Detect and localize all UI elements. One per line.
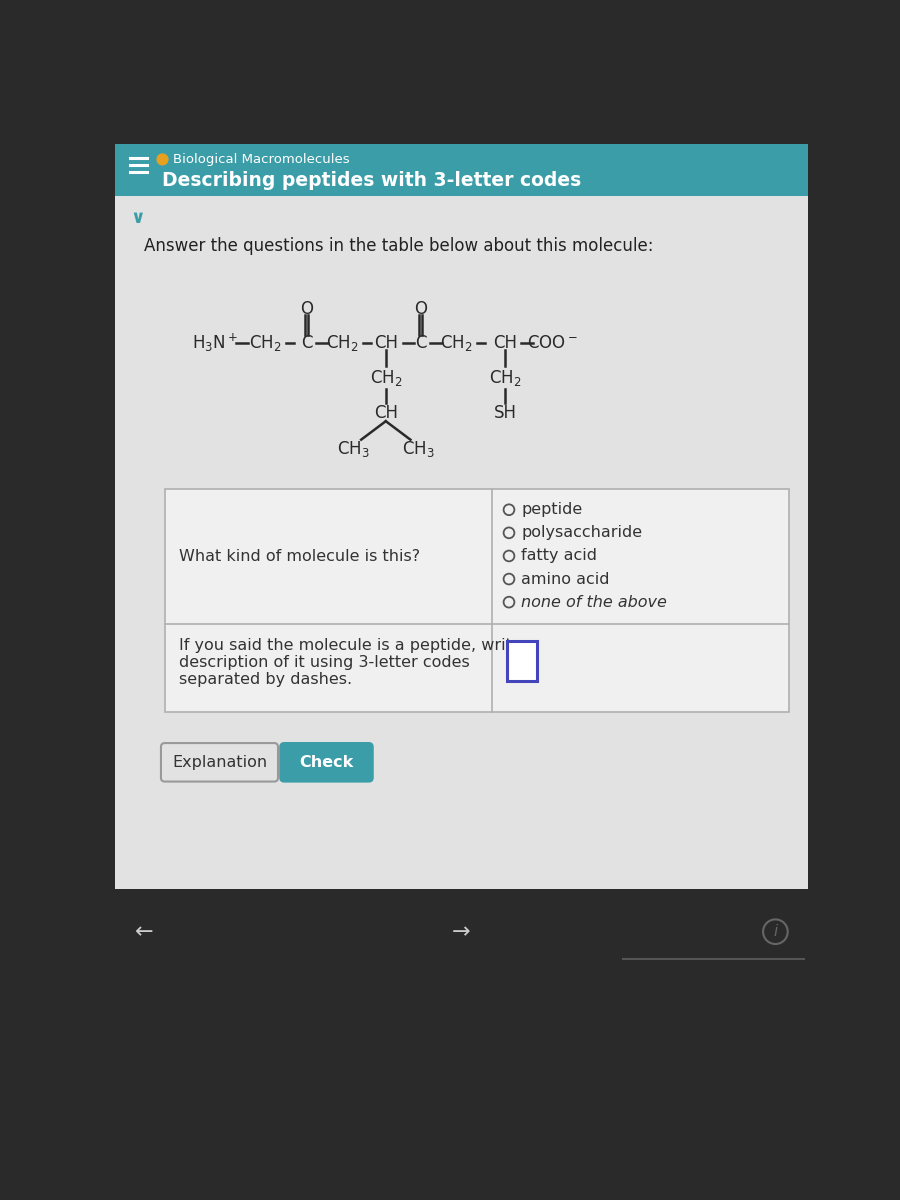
Text: →: → <box>452 922 471 942</box>
Text: If you said the molecule is a peptide, write a
description of it using 3-letter : If you said the molecule is a peptide, w… <box>179 637 536 688</box>
FancyBboxPatch shape <box>508 641 536 680</box>
Text: C: C <box>415 334 427 352</box>
Text: $\mathregular{CH_2}$: $\mathregular{CH_2}$ <box>440 332 472 353</box>
Text: $\mathregular{H_3N}^+$: $\mathregular{H_3N}^+$ <box>192 331 238 354</box>
Text: amino acid: amino acid <box>521 571 610 587</box>
FancyBboxPatch shape <box>161 743 278 781</box>
Text: $\mathregular{CH_2}$: $\mathregular{CH_2}$ <box>370 368 402 388</box>
Text: $\mathregular{CH_2}$: $\mathregular{CH_2}$ <box>489 368 521 388</box>
Text: polysaccharide: polysaccharide <box>521 526 643 540</box>
FancyBboxPatch shape <box>115 144 808 197</box>
Text: O: O <box>414 300 427 318</box>
Text: O: O <box>300 300 313 318</box>
Text: CH: CH <box>493 334 518 352</box>
Text: Describing peptides with 3-letter codes: Describing peptides with 3-letter codes <box>163 170 581 190</box>
Text: CH: CH <box>374 404 398 422</box>
Text: What kind of molecule is this?: What kind of molecule is this? <box>179 548 419 564</box>
Text: $\mathregular{CH_2}$: $\mathregular{CH_2}$ <box>249 332 282 353</box>
Text: Check: Check <box>300 755 354 770</box>
FancyBboxPatch shape <box>165 488 788 713</box>
Text: CH: CH <box>374 334 398 352</box>
Text: SH: SH <box>493 404 517 422</box>
FancyBboxPatch shape <box>280 743 373 781</box>
Text: $\mathregular{CH_2}$: $\mathregular{CH_2}$ <box>327 332 359 353</box>
FancyBboxPatch shape <box>115 197 808 889</box>
Text: $\mathregular{CH_3}$: $\mathregular{CH_3}$ <box>338 439 370 458</box>
Text: peptide: peptide <box>521 503 582 517</box>
Text: i: i <box>773 924 778 940</box>
Text: Answer the questions in the table below about this molecule:: Answer the questions in the table below … <box>144 238 653 256</box>
Text: $\mathregular{COO}^-$: $\mathregular{COO}^-$ <box>526 334 578 352</box>
Text: none of the above: none of the above <box>521 595 667 610</box>
Text: ←: ← <box>135 922 153 942</box>
Text: Explanation: Explanation <box>172 755 267 770</box>
Text: C: C <box>301 334 312 352</box>
Text: $\mathregular{CH_3}$: $\mathregular{CH_3}$ <box>401 439 435 458</box>
Text: ∨: ∨ <box>130 209 145 227</box>
Circle shape <box>158 154 168 164</box>
FancyBboxPatch shape <box>115 889 808 1121</box>
Text: fatty acid: fatty acid <box>521 548 598 564</box>
Text: Biological Macromolecules: Biological Macromolecules <box>174 152 350 166</box>
